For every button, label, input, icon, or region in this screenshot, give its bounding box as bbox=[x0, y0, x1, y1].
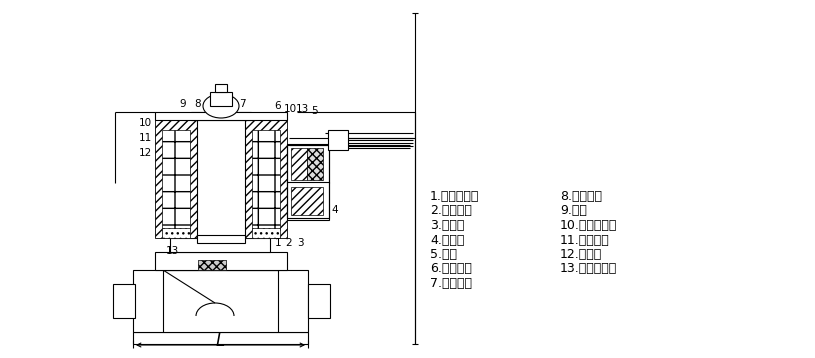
Bar bbox=[252, 228, 280, 238]
Text: 4.电缆线: 4.电缆线 bbox=[430, 233, 465, 247]
Text: 8: 8 bbox=[195, 99, 201, 109]
Text: 12.密封板: 12.密封板 bbox=[560, 248, 602, 261]
Bar bbox=[287, 182, 329, 218]
Bar bbox=[307, 148, 323, 180]
Text: 10.进口密封胶: 10.进口密封胶 bbox=[560, 219, 618, 232]
Text: 1.橡胶密封垫: 1.橡胶密封垫 bbox=[430, 190, 479, 203]
Bar bbox=[252, 130, 280, 230]
Bar bbox=[113, 284, 135, 318]
Text: 10: 10 bbox=[139, 118, 152, 128]
Text: 12: 12 bbox=[139, 148, 152, 158]
Bar bbox=[198, 260, 226, 270]
Bar bbox=[197, 116, 245, 238]
Text: 13: 13 bbox=[165, 246, 178, 256]
Bar bbox=[210, 92, 232, 106]
Bar bbox=[291, 187, 323, 215]
Bar bbox=[308, 284, 330, 318]
Text: 3.护线套: 3.护线套 bbox=[430, 219, 465, 232]
Text: 2: 2 bbox=[286, 238, 293, 248]
Bar bbox=[133, 270, 308, 332]
Text: 8.上导磁板: 8.上导磁板 bbox=[560, 190, 602, 203]
Text: 6: 6 bbox=[275, 101, 281, 111]
Bar bbox=[287, 145, 329, 183]
Bar bbox=[287, 144, 329, 220]
Bar bbox=[162, 130, 190, 230]
Bar bbox=[170, 238, 270, 252]
Text: 7.金属罩壳: 7.金属罩壳 bbox=[430, 277, 472, 290]
Bar bbox=[197, 235, 245, 243]
Text: 7: 7 bbox=[239, 99, 245, 109]
Text: 2.压紧螺母: 2.压紧螺母 bbox=[430, 204, 472, 218]
Bar bbox=[133, 332, 308, 344]
Bar bbox=[215, 84, 227, 92]
Ellipse shape bbox=[203, 94, 239, 118]
Text: 11: 11 bbox=[139, 133, 152, 143]
Bar bbox=[291, 148, 307, 180]
Text: 5: 5 bbox=[311, 106, 319, 116]
Text: 13.超声波焊接: 13.超声波焊接 bbox=[560, 262, 617, 276]
Bar bbox=[328, 130, 348, 150]
Text: 9: 9 bbox=[179, 99, 187, 109]
Text: 5.封口: 5.封口 bbox=[430, 248, 457, 261]
Text: 3: 3 bbox=[297, 238, 303, 248]
Text: 4: 4 bbox=[332, 205, 338, 215]
Text: 9.线圈: 9.线圈 bbox=[560, 204, 587, 218]
Bar bbox=[155, 112, 287, 120]
Text: 1: 1 bbox=[275, 238, 281, 248]
Bar bbox=[245, 120, 287, 238]
Bar bbox=[191, 112, 251, 120]
Bar bbox=[155, 120, 197, 238]
Text: 6.塑料罩壳: 6.塑料罩壳 bbox=[430, 262, 472, 276]
Text: 10: 10 bbox=[284, 104, 297, 114]
Text: 13: 13 bbox=[295, 104, 309, 114]
Text: L: L bbox=[215, 332, 225, 350]
Bar bbox=[155, 252, 287, 270]
Bar bbox=[162, 228, 190, 238]
Text: 11.下导磁板: 11.下导磁板 bbox=[560, 233, 610, 247]
